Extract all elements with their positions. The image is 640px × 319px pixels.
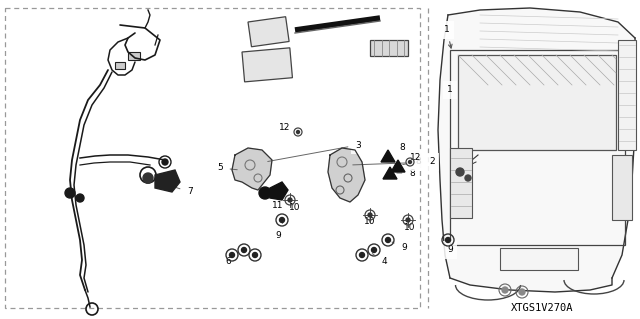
Circle shape [408, 160, 412, 164]
Circle shape [76, 194, 84, 202]
Circle shape [465, 175, 471, 181]
Circle shape [368, 213, 372, 217]
Text: 9: 9 [275, 222, 283, 240]
Circle shape [280, 218, 285, 222]
Bar [458, 55, 616, 150]
Text: 11: 11 [268, 195, 284, 210]
Bar [450, 50, 625, 245]
Circle shape [360, 253, 365, 257]
Polygon shape [381, 150, 395, 162]
Text: 7: 7 [164, 184, 193, 197]
Circle shape [519, 289, 525, 295]
Bar [5, 8, 420, 308]
Text: 5: 5 [217, 164, 237, 173]
Text: 1: 1 [447, 85, 453, 94]
Circle shape [406, 218, 410, 222]
Polygon shape [438, 8, 636, 292]
Circle shape [259, 187, 271, 199]
Text: 8: 8 [392, 144, 405, 160]
Circle shape [230, 253, 234, 257]
Circle shape [456, 168, 464, 176]
Circle shape [143, 173, 153, 183]
Circle shape [253, 253, 257, 257]
Circle shape [445, 238, 451, 242]
Bar [618, 40, 636, 150]
Text: XTGS1V270A: XTGS1V270A [511, 303, 573, 313]
Circle shape [288, 198, 292, 202]
Polygon shape [270, 182, 288, 200]
Text: 9: 9 [392, 242, 407, 253]
Bar [370, 40, 408, 56]
Bar [450, 148, 472, 218]
Bar [128, 52, 140, 60]
Bar [612, 155, 632, 220]
Text: 4: 4 [372, 254, 387, 266]
Text: 1: 1 [444, 26, 452, 48]
Bar [115, 62, 125, 69]
Text: 12: 12 [279, 123, 298, 134]
Bar [500, 248, 578, 270]
Text: 10: 10 [404, 224, 416, 233]
Polygon shape [155, 170, 180, 192]
Text: 8: 8 [397, 168, 415, 177]
Circle shape [502, 287, 508, 293]
Circle shape [371, 248, 376, 253]
Circle shape [162, 159, 168, 165]
Circle shape [296, 130, 300, 133]
Circle shape [385, 238, 390, 242]
Polygon shape [232, 148, 272, 190]
Text: 9: 9 [447, 245, 453, 255]
Text: 10: 10 [289, 204, 301, 212]
Text: 2: 2 [353, 158, 435, 167]
Text: 3: 3 [268, 140, 361, 161]
Circle shape [241, 248, 246, 253]
Bar [248, 17, 289, 47]
Text: 8: 8 [403, 158, 421, 167]
Bar [242, 48, 292, 82]
Polygon shape [391, 160, 405, 172]
Text: 10: 10 [364, 217, 376, 226]
Polygon shape [328, 148, 365, 202]
Text: 12: 12 [410, 153, 422, 162]
Polygon shape [383, 167, 397, 179]
Text: 6: 6 [225, 255, 238, 266]
Circle shape [65, 188, 75, 198]
